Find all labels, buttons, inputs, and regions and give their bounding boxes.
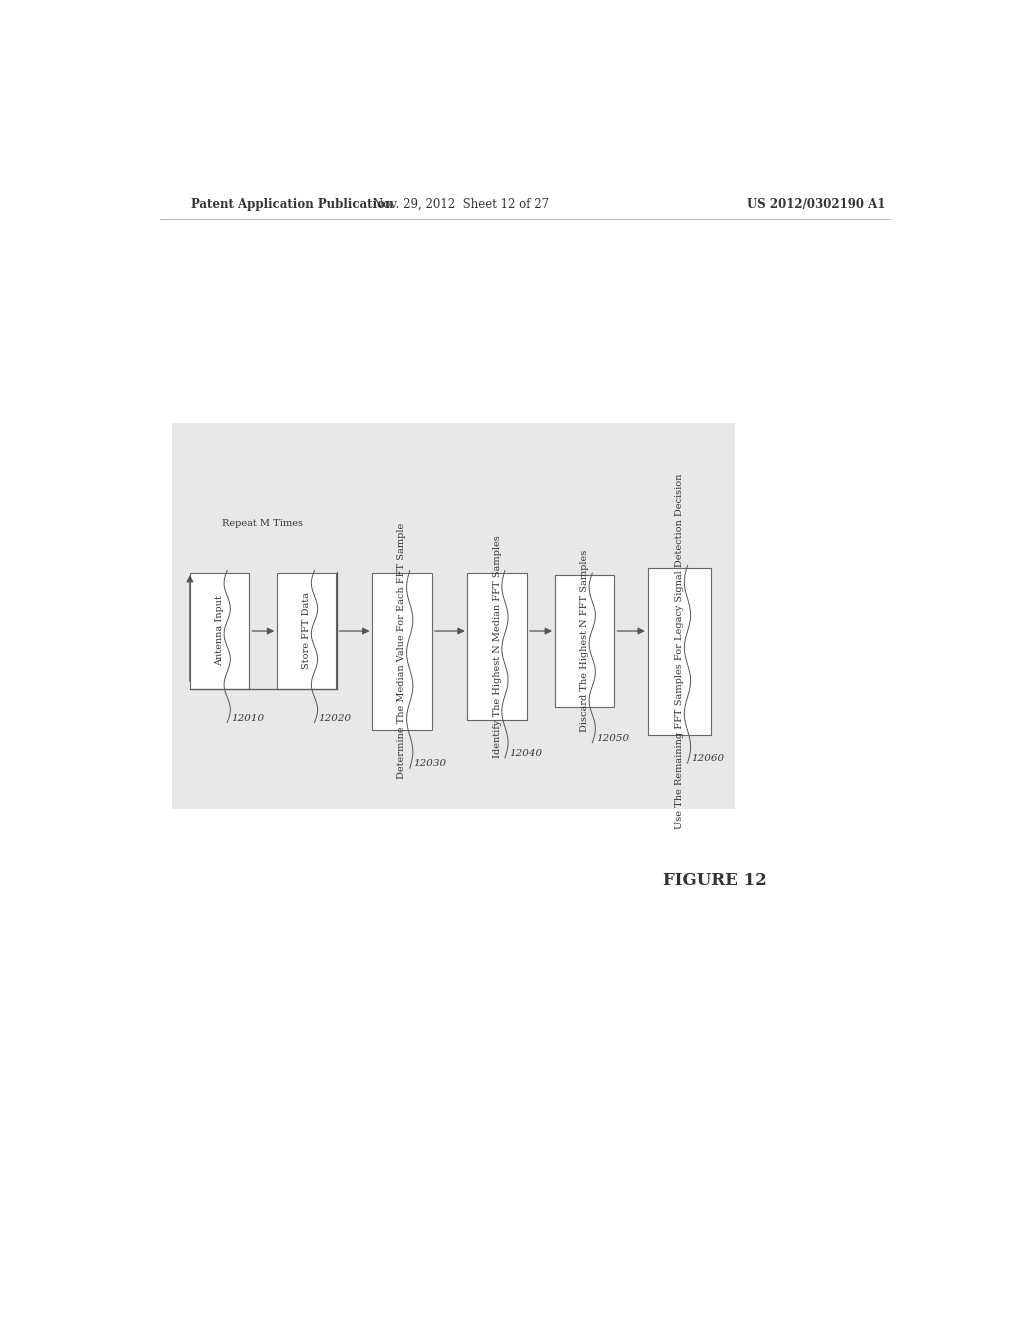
Bar (372, 573, 431, 730)
Bar (648, 568, 712, 735)
Bar (172, 422, 735, 809)
Text: Repeat M Times: Repeat M Times (222, 519, 303, 528)
Text: Store FFT Data: Store FFT Data (302, 593, 311, 669)
Text: Determine The Median Value For Each FFT Sample: Determine The Median Value For Each FFT … (397, 523, 407, 780)
Bar (276, 573, 336, 689)
Text: 12010: 12010 (231, 714, 264, 722)
Text: 12060: 12060 (691, 754, 725, 763)
Text: Antenna Input: Antenna Input (215, 595, 224, 667)
Text: Patent Application Publication: Patent Application Publication (191, 198, 394, 211)
Bar (467, 573, 526, 719)
Text: 12030: 12030 (414, 759, 446, 768)
Text: 12020: 12020 (318, 714, 351, 722)
Text: Identify The Highest N Median FFT Samples: Identify The Highest N Median FFT Sample… (493, 535, 502, 758)
Text: Nov. 29, 2012  Sheet 12 of 27: Nov. 29, 2012 Sheet 12 of 27 (374, 198, 549, 211)
Text: Discard The Highest N FFT Samples: Discard The Highest N FFT Samples (580, 550, 589, 733)
Text: 12050: 12050 (596, 734, 630, 743)
Bar (555, 576, 614, 708)
Text: FIGURE 12: FIGURE 12 (664, 871, 767, 888)
Text: Use The Remaining FFT Samples For Legacy Signal Detection Decision: Use The Remaining FFT Samples For Legacy… (675, 474, 684, 829)
Text: US 2012/0302190 A1: US 2012/0302190 A1 (748, 198, 886, 211)
Text: 12040: 12040 (509, 748, 542, 758)
Bar (189, 573, 249, 689)
